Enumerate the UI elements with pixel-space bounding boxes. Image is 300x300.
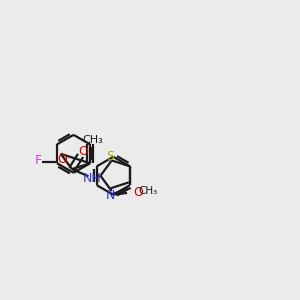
Text: CH₃: CH₃: [82, 135, 103, 145]
Text: S: S: [106, 150, 115, 163]
Text: F: F: [34, 154, 41, 167]
Text: O: O: [57, 153, 67, 166]
Text: N: N: [106, 189, 115, 202]
Text: O: O: [133, 186, 143, 199]
Text: CH₃: CH₃: [139, 185, 158, 196]
Text: NH: NH: [82, 172, 101, 185]
Text: O: O: [78, 145, 88, 158]
